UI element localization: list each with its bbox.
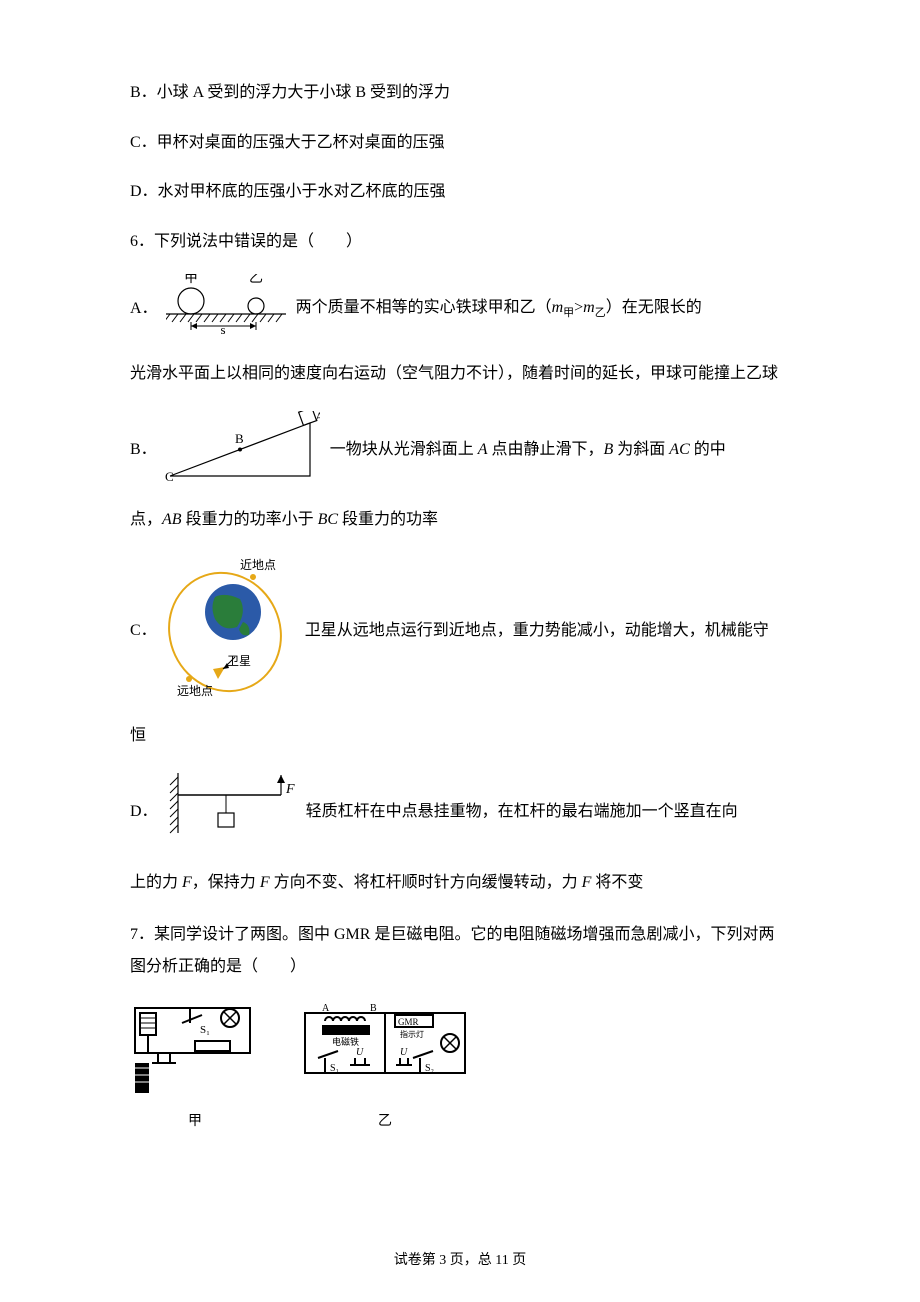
svg-text:电磁铁: 电磁铁 — [332, 1036, 359, 1047]
q7-fig-left-label: 甲 — [130, 1111, 260, 1133]
page-footer: 试卷第 3 页，总 11 页 — [0, 1250, 920, 1272]
q7-figures: S₁ 甲 A B 电磁铁 GMR 指示灯 — [130, 1003, 790, 1133]
q6-option-c: C． 近地点 远地点 卫星 卫星从远地点运行到近地点，重力势能减小，动能增大，机… — [130, 557, 790, 706]
svg-text:U: U — [356, 1047, 364, 1058]
fig-label-yi: 乙 — [249, 274, 263, 286]
q6-a-continuation: 光滑水平面上以相同的速度向右运动（空气阻力不计），随着时间的延长，甲球可能撞上乙… — [130, 361, 790, 387]
q6-a-label: A． — [130, 296, 158, 322]
q7-figure-left: S₁ 甲 — [130, 1003, 260, 1133]
q7-stem: 7．某同学设计了两图。图中 GMR 是巨磁电阻。它的电阻随磁场增强而急剧减小，下… — [130, 919, 790, 983]
fig-far-label: 远地点 — [177, 684, 213, 697]
q6-b-figure: A B C — [165, 411, 320, 490]
q6-c-continuation: 恒 — [130, 723, 790, 749]
q6-c-label: C． — [130, 618, 157, 644]
q7-figure-right: A B 电磁铁 GMR 指示灯 S₁ U S₂ — [300, 1003, 470, 1133]
q6-option-b: B． A B C 一物块从光滑斜面上 A 点由静止滑下，B 为斜面 AC 的中 — [130, 411, 790, 490]
svg-text:S₂: S₂ — [425, 1063, 434, 1074]
q6-b-continuation: 点，AB 段重力的功率小于 BC 段重力的功率 — [130, 507, 790, 533]
q5-option-d: D．水对甲杯底的压强小于水对乙杯底的压强 — [130, 179, 790, 205]
fig-label-jia: 甲 — [184, 274, 198, 286]
q6-a-figure: 甲 乙 s — [166, 274, 286, 343]
q6-d-text: 轻质杠杆在中点悬挂重物，在杠杆的最右端施加一个竖直在向 — [306, 799, 790, 825]
fig-label-C: C — [165, 469, 174, 481]
q6-b-label: B． — [130, 437, 157, 463]
q6-c-text: 卫星从远地点运行到近地点，重力势能减小，动能增大，机械能守 — [305, 618, 790, 644]
q6-c-figure: 近地点 远地点 卫星 — [165, 557, 295, 706]
svg-text:B: B — [370, 1003, 377, 1014]
svg-text:S₁: S₁ — [200, 1024, 210, 1036]
q6-option-a: A． 甲 乙 s 两个质量不相等的 — [130, 274, 790, 343]
svg-text:S₁: S₁ — [330, 1063, 339, 1074]
fig-label-A: A — [315, 411, 320, 424]
q6-b-text: 一物块从光滑斜面上 A 点由静止滑下，B 为斜面 AC 的中 — [330, 437, 790, 463]
svg-text:GMR: GMR — [398, 1017, 419, 1027]
svg-text:指示灯: 指示灯 — [400, 1029, 424, 1039]
q6-stem: 6．下列说法中错误的是（ ） — [130, 229, 790, 255]
fig-label-s: s — [220, 322, 225, 334]
q5-option-b: B．小球 A 受到的浮力大于小球 B 受到的浮力 — [130, 80, 790, 106]
fig-F-label: F — [285, 782, 295, 797]
q5-option-c: C．甲杯对桌面的压强大于乙杯对桌面的压强 — [130, 130, 790, 156]
svg-text:U: U — [400, 1047, 408, 1058]
q7-fig-right-label: 乙 — [300, 1111, 470, 1133]
q6-option-d: D． F 轻质杠杆在中点悬挂重物，在杠杆的最右端施加一个竖直在向 — [130, 773, 790, 852]
q6-d-label: D． — [130, 799, 158, 825]
fig-sat-label: 卫星 — [227, 654, 251, 668]
fig-near-label: 近地点 — [240, 558, 276, 572]
svg-text:A: A — [322, 1003, 330, 1014]
q6-d-figure: F — [166, 773, 296, 852]
fig-label-B: B — [235, 431, 244, 446]
q6-a-text: 两个质量不相等的实心铁球甲和乙（m甲>m乙）在无限长的 — [296, 295, 790, 323]
q6-d-continuation: 上的力 F，保持力 F 方向不变、将杠杆顺时针方向缓慢转动，力 F 将不变 — [130, 870, 790, 896]
